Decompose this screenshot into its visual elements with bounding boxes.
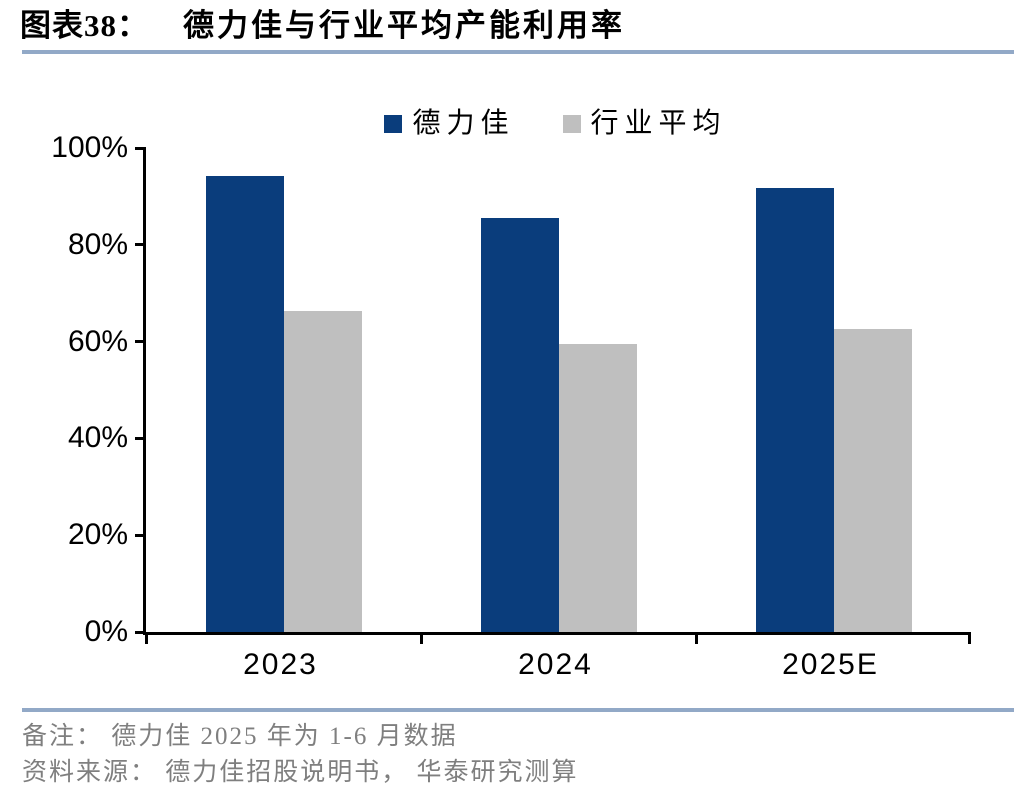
y-axis-tick: [135, 630, 146, 634]
y-axis-label-20: 20%: [67, 518, 128, 552]
x-axis-label-2024: 2024: [518, 648, 593, 681]
x-axis-label-2025e: 2025E: [782, 648, 879, 681]
bar-delijia-2025e: [755, 187, 834, 632]
y-axis-tick: [135, 340, 146, 344]
x-axis-tick: [968, 635, 971, 644]
x-axis-tick: [144, 635, 148, 644]
x-axis-labels: 2023 2024 2025E: [143, 648, 968, 688]
y-axis-tick: [135, 243, 146, 247]
y-axis-label-100: 100%: [51, 131, 128, 164]
y-axis-label-40: 40%: [67, 421, 128, 455]
x-axis-tick: [419, 635, 423, 644]
x-axis-tick: [694, 635, 698, 644]
y-axis-label-0: 0%: [84, 615, 128, 648]
figure-title-row: 图表38： 德力佳与行业平均产能利用率: [20, 6, 1012, 46]
plot-area: [135, 146, 971, 644]
legend-swatch-delijia-icon: [384, 115, 403, 133]
legend-swatch-industry-average-icon: [562, 115, 581, 133]
legend-item-industry-average: 行业平均: [562, 108, 727, 139]
figure-source: 资料来源： 德力佳招股说明书， 华泰研究测算: [22, 759, 579, 786]
bar-industry-average-2025e: [833, 329, 912, 632]
footer-divider-line: [22, 708, 1014, 712]
x-axis-label-2023: 2023: [243, 648, 318, 681]
bar-delijia-2023: [205, 176, 284, 632]
y-axis-label-60: 60%: [67, 324, 128, 358]
y-axis-tick: [135, 436, 146, 440]
y-axis-tick: [135, 533, 146, 537]
bar-industry-average-2023: [283, 311, 362, 632]
legend-label-industry-average: 行业平均: [590, 108, 727, 139]
legend-item-delijia: 德力佳: [384, 110, 514, 138]
legend-label-delijia: 德力佳: [412, 108, 515, 139]
y-axis-label-80: 80%: [67, 227, 128, 261]
y-axis-tick: [135, 146, 146, 150]
figure-note: 备注： 德力佳 2025 年为 1-6 月数据: [22, 723, 458, 750]
bar-industry-average-2024: [558, 344, 637, 632]
figure-title: 德力佳与行业平均产能利用率: [183, 8, 625, 43]
title-divider-line: [22, 50, 1014, 54]
figure-number-label: 图表38：: [20, 8, 149, 43]
bar-delijia-2024: [480, 218, 559, 632]
chart-legend: 德力佳 行业平均: [143, 110, 968, 138]
